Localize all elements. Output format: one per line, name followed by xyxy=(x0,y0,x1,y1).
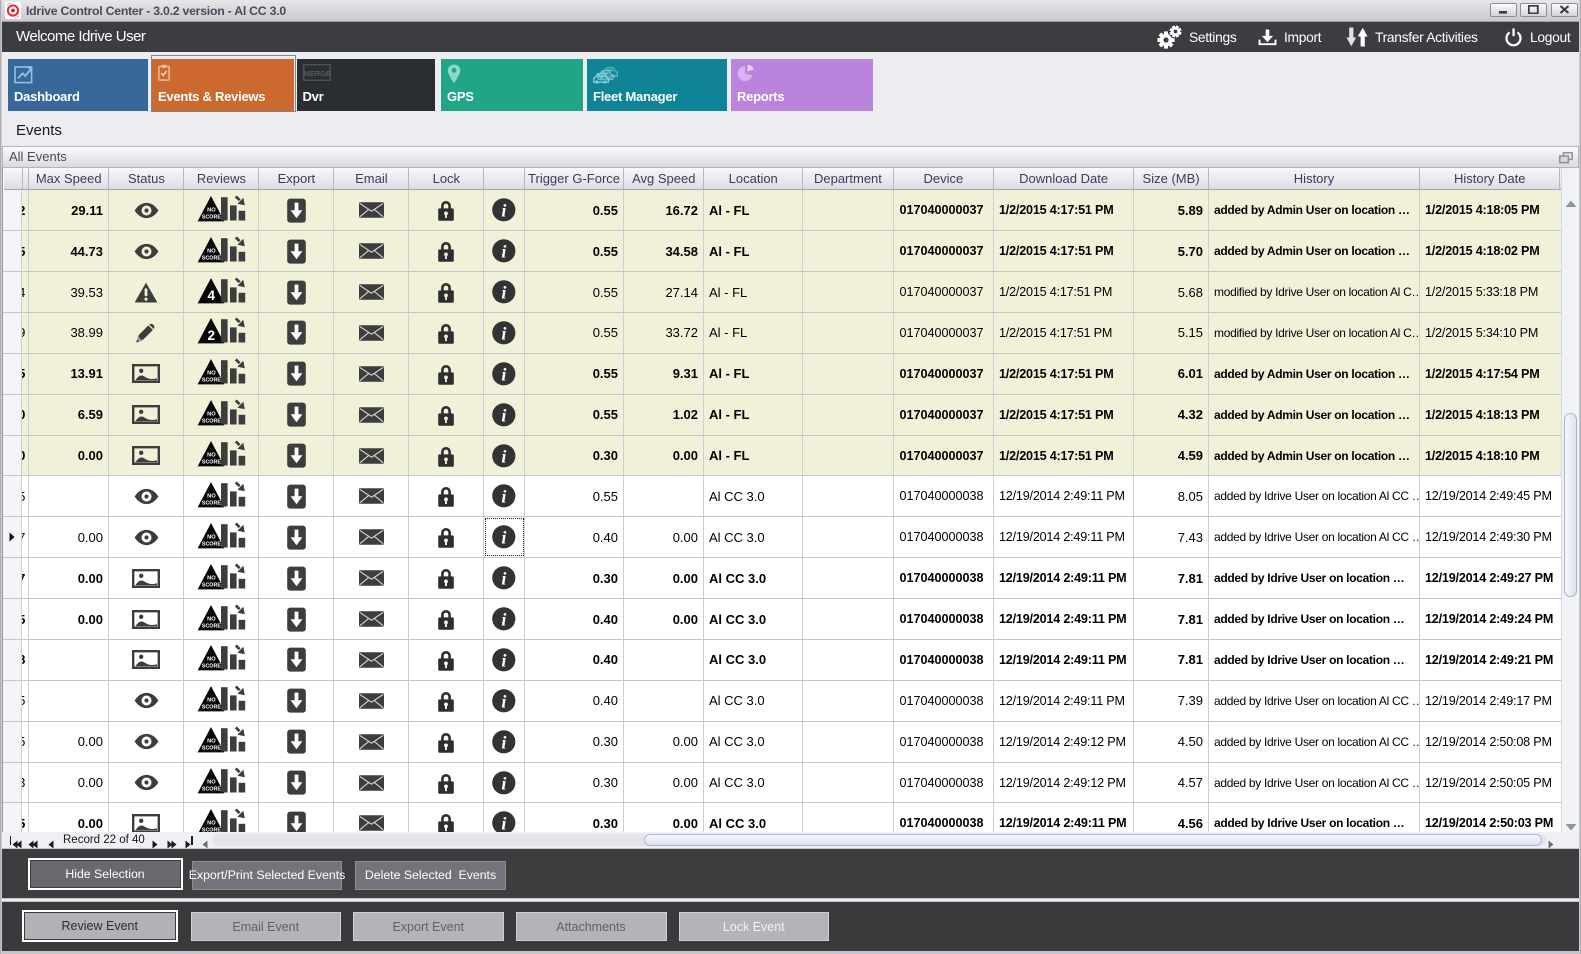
svg-text:NO: NO xyxy=(207,452,216,458)
svg-text:i: i xyxy=(501,650,506,670)
svg-text:SCORE: SCORE xyxy=(201,255,220,261)
svg-text:NO: NO xyxy=(207,575,216,581)
svg-text:i: i xyxy=(501,773,506,793)
svg-text:NO: NO xyxy=(207,371,216,377)
svg-text:i: i xyxy=(501,487,506,507)
svg-text:SCORE: SCORE xyxy=(201,705,220,711)
svg-text:2: 2 xyxy=(207,329,215,344)
svg-text:i: i xyxy=(501,732,506,752)
svg-text:SCORE: SCORE xyxy=(201,460,220,466)
svg-text:SCORE: SCORE xyxy=(201,214,220,220)
svg-text:SCORE: SCORE xyxy=(201,746,220,752)
svg-text:i: i xyxy=(501,691,506,711)
svg-text:SCORE: SCORE xyxy=(201,501,220,507)
svg-text:SCORE: SCORE xyxy=(201,419,220,425)
svg-text:i: i xyxy=(501,405,506,425)
svg-text:i: i xyxy=(501,201,506,221)
svg-text:NO: NO xyxy=(207,820,216,826)
svg-text:i: i xyxy=(501,814,506,832)
svg-text:i: i xyxy=(501,364,506,384)
svg-text:NO: NO xyxy=(207,207,216,213)
svg-text:SCORE: SCORE xyxy=(201,378,220,384)
svg-text:SCORE: SCORE xyxy=(201,664,220,670)
svg-text:4: 4 xyxy=(207,288,215,303)
svg-text:NO: NO xyxy=(207,739,216,745)
svg-text:SCORE: SCORE xyxy=(201,787,220,793)
svg-text:NO: NO xyxy=(207,493,216,499)
svg-text:SCORE: SCORE xyxy=(201,582,220,588)
svg-text:SCORE: SCORE xyxy=(201,623,220,629)
svg-text:i: i xyxy=(501,609,506,629)
svg-text:NO: NO xyxy=(207,616,216,622)
svg-text:i: i xyxy=(501,282,506,302)
svg-text:NO: NO xyxy=(207,657,216,663)
svg-text:NO: NO xyxy=(207,534,216,540)
svg-text:i: i xyxy=(501,323,506,343)
svg-text:i: i xyxy=(501,446,506,466)
svg-text:NO: NO xyxy=(207,248,216,254)
svg-text:i: i xyxy=(501,242,506,262)
svg-text:NO: NO xyxy=(207,412,216,418)
svg-text:i: i xyxy=(501,569,506,589)
svg-text:MERGE: MERGE xyxy=(303,69,331,78)
svg-text:SCORE: SCORE xyxy=(201,541,220,547)
svg-text:NO: NO xyxy=(207,698,216,704)
svg-text:NO: NO xyxy=(207,779,216,785)
svg-text:SCORE: SCORE xyxy=(201,827,220,832)
svg-text:i: i xyxy=(501,528,506,548)
